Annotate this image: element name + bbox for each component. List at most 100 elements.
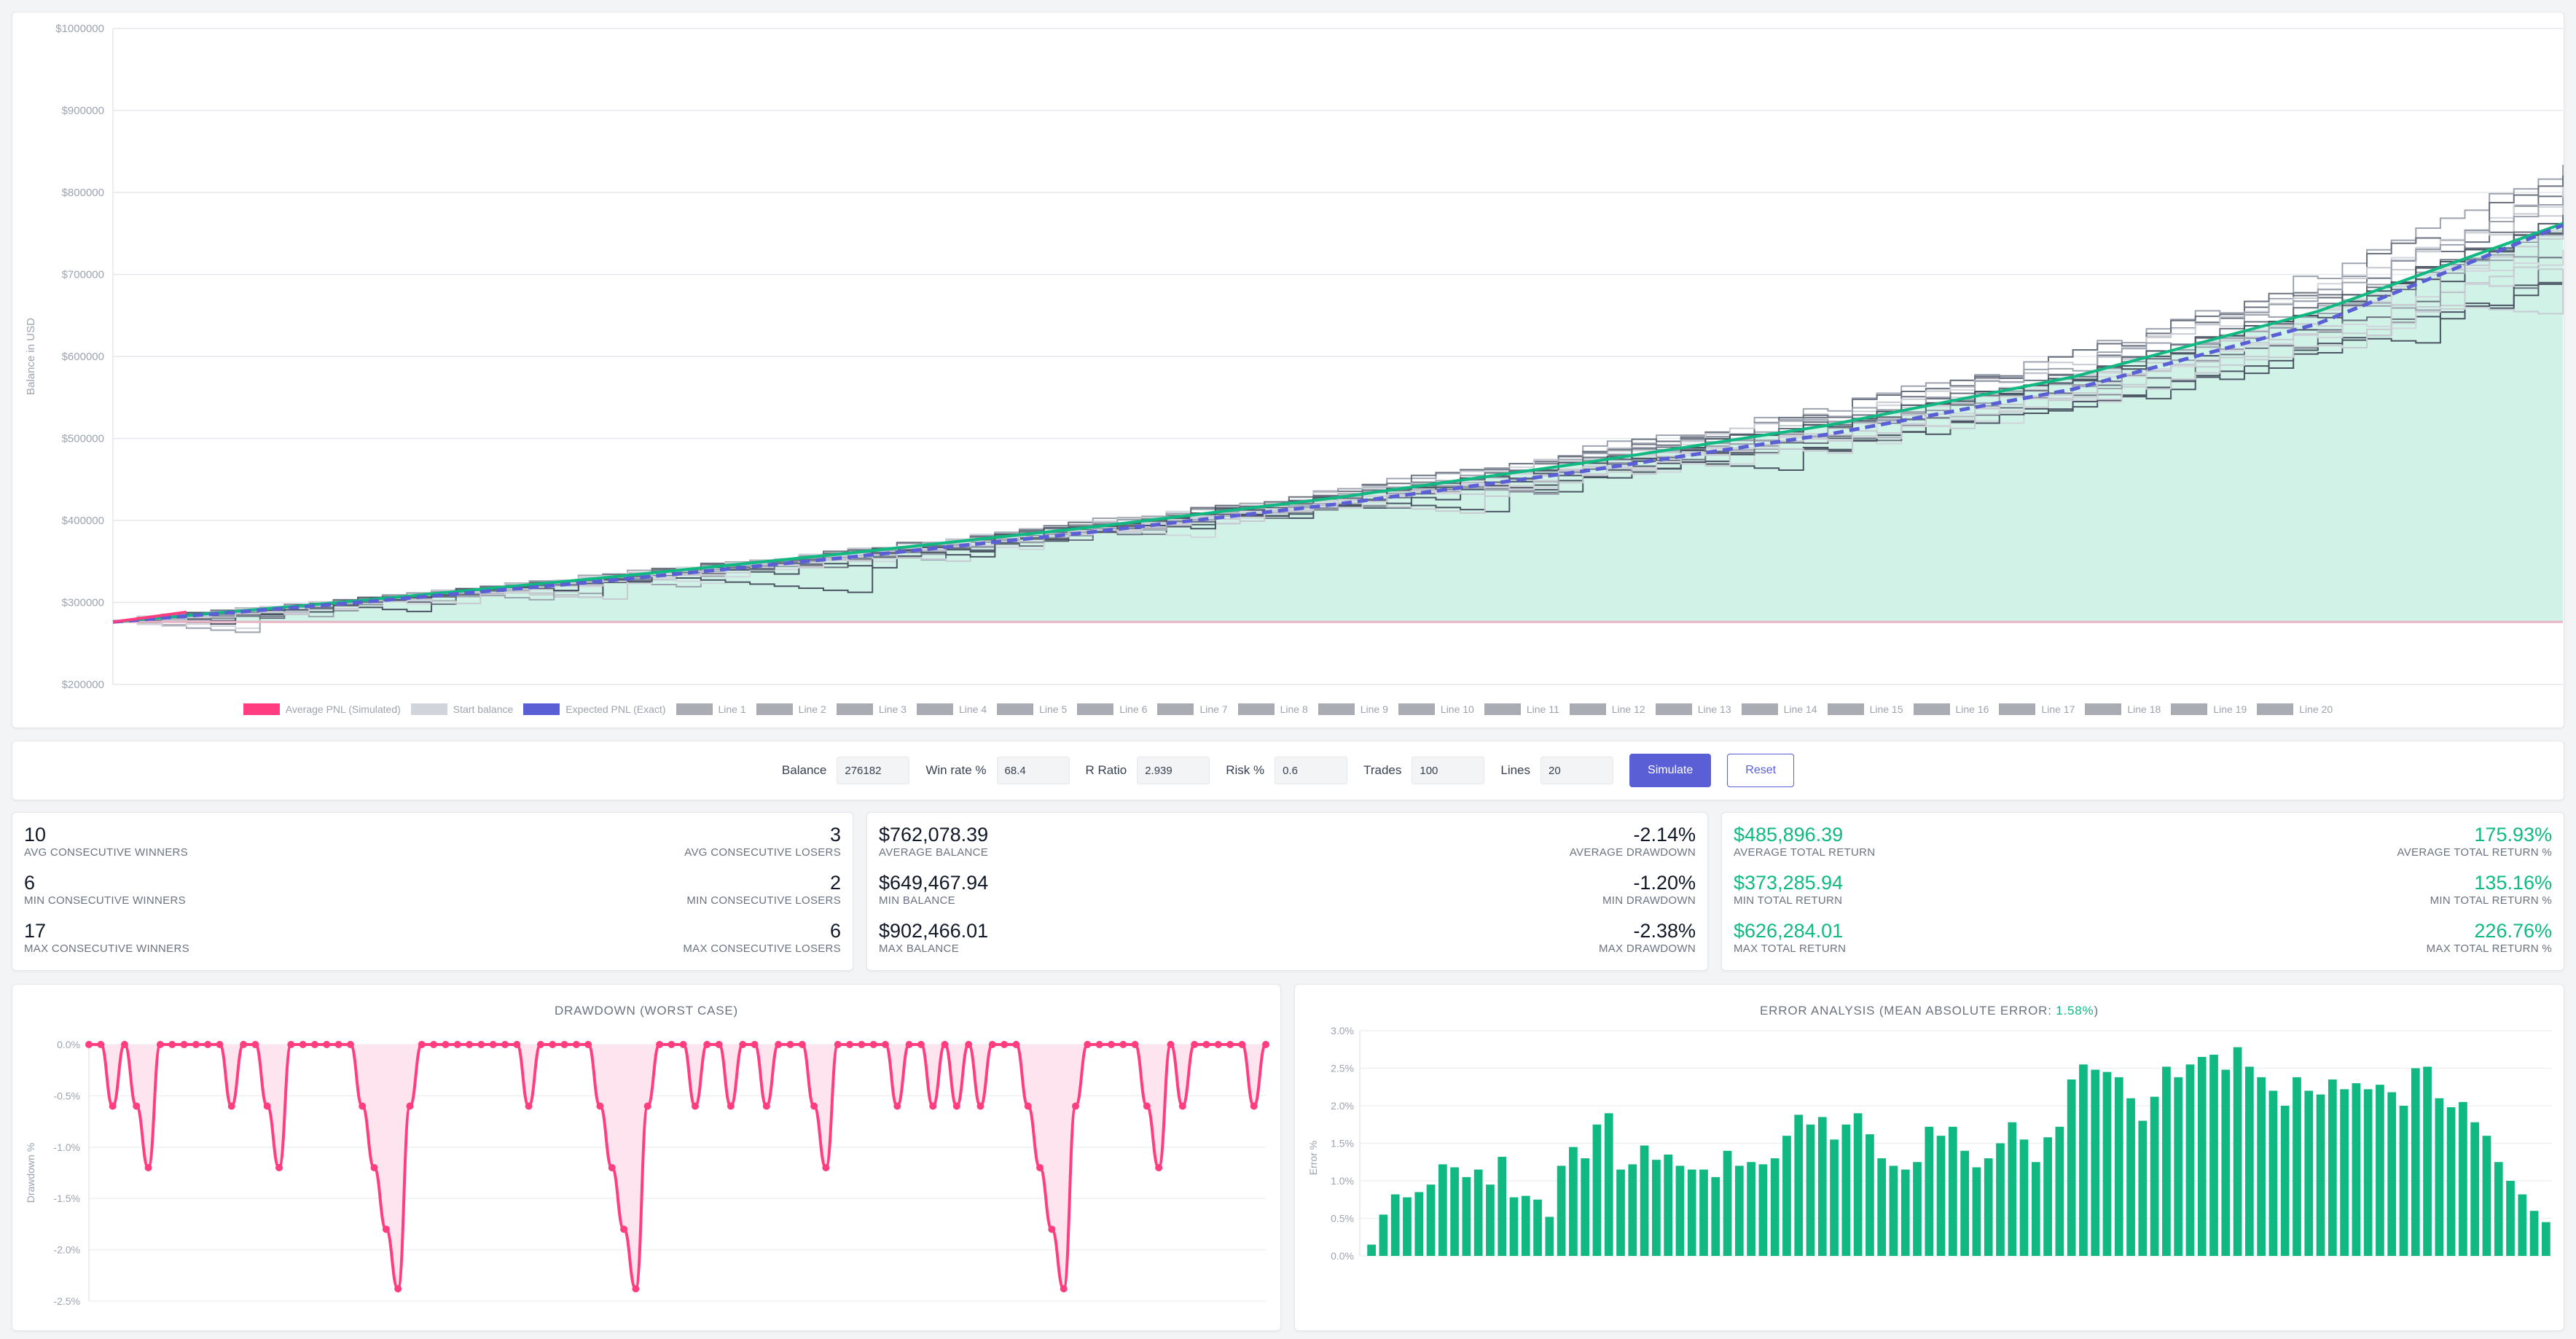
error-bar: [2293, 1077, 2301, 1256]
legend-item[interactable]: Line 14: [1741, 703, 1817, 715]
trades-input[interactable]: [1412, 757, 1485, 784]
legend-item[interactable]: Line 7: [1157, 703, 1228, 715]
legend-item[interactable]: Expected PNL (Exact): [523, 703, 666, 715]
lines-input[interactable]: [1540, 757, 1614, 784]
error-bar: [1841, 1124, 1851, 1256]
error-bar: [1521, 1195, 1530, 1256]
y-tick-label: -1.0%: [53, 1141, 80, 1153]
drawdown-point: [976, 1102, 984, 1110]
risk-label: Risk %: [1226, 763, 1265, 777]
average-drawdown-value: -2.14%: [1633, 824, 1696, 846]
error-bar: [2221, 1069, 2231, 1256]
drawdown-point: [251, 1041, 259, 1048]
legend-item[interactable]: Line 15: [1827, 703, 1903, 715]
legend-item[interactable]: Line 11: [1484, 703, 1559, 715]
legend-item[interactable]: Line 17: [1999, 703, 2075, 715]
min-total-return-label: MIN TOTAL RETURN: [1734, 894, 1843, 907]
legend-item[interactable]: Line 19: [2171, 703, 2247, 715]
legend-item[interactable]: Line 13: [1655, 703, 1731, 715]
error-bar: [2185, 1064, 2195, 1256]
rratio-input[interactable]: [1137, 757, 1210, 784]
legend-swatch: [997, 703, 1034, 715]
drawdown-point: [501, 1041, 509, 1048]
average-total-return-pct-label: AVERAGE TOTAL RETURN %: [2397, 846, 2552, 859]
legend-label: Line 14: [1783, 703, 1817, 715]
legend-label: Expected PNL (Exact): [565, 703, 666, 715]
drawdown-point: [1178, 1102, 1186, 1110]
min-consecutive-losers-value: 2: [829, 872, 841, 894]
drawdown-point: [881, 1041, 889, 1048]
legend-item[interactable]: Line 20: [2257, 703, 2333, 715]
drawdown-point: [334, 1041, 342, 1048]
error-bar: [1438, 1164, 1447, 1256]
legend-item[interactable]: Average PNL (Simulated): [243, 703, 401, 715]
error-bar: [2399, 1106, 2408, 1256]
drawdown-point: [643, 1102, 651, 1110]
risk-control: Risk %: [1226, 757, 1348, 784]
legend-item[interactable]: Line 5: [997, 703, 1067, 715]
legend-item[interactable]: Line 8: [1237, 703, 1308, 715]
reset-button[interactable]: Reset: [1727, 754, 1795, 787]
legend-item[interactable]: Line 6: [1077, 703, 1147, 715]
drawdown-point: [156, 1041, 164, 1048]
drawdown-point: [1036, 1163, 1044, 1171]
drawdown-point: [739, 1041, 747, 1048]
error-bar: [1414, 1192, 1424, 1256]
min-total-return-value: $373,285.94: [1734, 872, 1844, 894]
drawdown-point: [442, 1041, 450, 1048]
y-tick-label: 2.0%: [1331, 1100, 1354, 1112]
error-bar: [1379, 1214, 1388, 1256]
legend-item[interactable]: Line 3: [836, 703, 907, 715]
avg-consecutive-losers-label: AVG CONSECUTIVE LOSERS: [684, 846, 841, 859]
simulate-button[interactable]: Simulate: [1629, 754, 1712, 787]
y-tick-label: $500000: [62, 433, 104, 445]
legend-item[interactable]: Line 2: [756, 703, 826, 715]
legend-item[interactable]: Start balance: [410, 703, 513, 715]
risk-input[interactable]: [1275, 757, 1348, 784]
error-bar: [1996, 1143, 2005, 1256]
drawdown-point: [1214, 1041, 1222, 1048]
drawdown-point: [394, 1285, 402, 1293]
legend-item[interactable]: Line 1: [676, 703, 746, 715]
trades-control: Trades: [1363, 757, 1485, 784]
drawdown-point: [133, 1102, 141, 1110]
error-bar: [2435, 1098, 2444, 1256]
error-bar: [2055, 1126, 2064, 1256]
min-total-return-pct-label: MIN TOTAL RETURN %: [2430, 894, 2552, 907]
drawdown-point: [240, 1041, 248, 1048]
legend-swatch: [1999, 703, 2036, 715]
error-bar: [1900, 1169, 1910, 1256]
error-bar: [1533, 1199, 1542, 1256]
average-pnl-area: [113, 223, 2563, 622]
legend-item[interactable]: Line 9: [1318, 703, 1388, 715]
legend-label: Line 19: [2213, 703, 2247, 715]
max-consecutive-losers-value: 6: [829, 920, 841, 942]
drawdown-point: [227, 1102, 235, 1110]
error-bar: [1616, 1169, 1625, 1256]
legend-item[interactable]: Line 16: [1913, 703, 1989, 715]
error-bar: [1758, 1164, 1768, 1256]
legend-label: Line 13: [1697, 703, 1731, 715]
y-tick-label: -2.0%: [53, 1244, 80, 1256]
legend-item[interactable]: Line 10: [1398, 703, 1474, 715]
y-axis-label: Error %: [1307, 1141, 1319, 1175]
winrate-label: Win rate %: [925, 763, 987, 777]
legend-item[interactable]: Line 18: [2085, 703, 2161, 715]
error-bar: [1972, 1167, 1981, 1256]
drawdown-point: [1191, 1041, 1199, 1048]
error-bar: [2411, 1068, 2420, 1256]
error-bar: [1498, 1157, 1507, 1256]
error-bar: [1604, 1113, 1613, 1256]
drawdown-point: [263, 1102, 271, 1110]
drawdown-point: [216, 1041, 224, 1048]
balance-control: Balance: [782, 757, 910, 784]
balance-input[interactable]: [837, 757, 910, 784]
drawdown-point: [1262, 1041, 1269, 1048]
drawdown-point: [656, 1041, 664, 1048]
error-bar: [2209, 1054, 2218, 1256]
error-bar: [2352, 1083, 2361, 1256]
legend-item[interactable]: Line 4: [916, 703, 987, 715]
legend-item[interactable]: Line 12: [1569, 703, 1645, 715]
error-bar: [1664, 1154, 1673, 1256]
winrate-input[interactable]: [996, 757, 1070, 784]
